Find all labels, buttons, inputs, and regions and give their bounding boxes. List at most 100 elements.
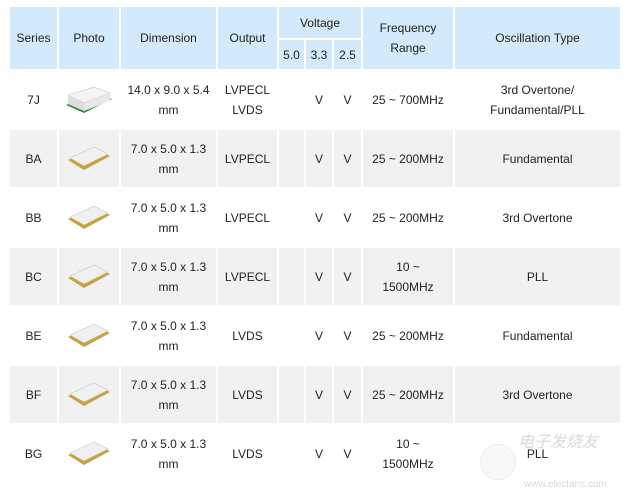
cell-frequency: 25 ~ 200MHz	[363, 189, 453, 246]
cell-series: BA	[10, 130, 57, 187]
cell-oscillation-line2: Fundamental/PLL	[490, 102, 585, 117]
cell-oscillation-line1: PLL	[526, 446, 549, 461]
cell-output-line1: LVPECL	[224, 82, 271, 97]
cell-dimension-line2: mm	[158, 338, 179, 353]
cell-oscillation: 3rd Overtone	[455, 189, 620, 246]
header-photo: Photo	[59, 7, 119, 69]
cell-v33: V	[314, 328, 323, 343]
cell-photo	[59, 366, 119, 423]
cell-v25: V	[334, 130, 361, 187]
cell-dimension-line2: mm	[158, 161, 179, 176]
cell-frequency-line2: 1500MHz	[382, 456, 434, 471]
cell-frequency-line1: 25 ~ 200MHz	[372, 328, 444, 343]
cell-dimension: 7.0 x 5.0 x 1.3 mm	[121, 130, 216, 187]
oscillator-chip-image	[64, 86, 114, 113]
oscillator-chip-image	[64, 264, 114, 288]
header-output: Output	[218, 7, 277, 69]
cell-output-line1: LVDS	[232, 446, 263, 461]
cell-frequency-line1: 25 ~ 200MHz	[372, 151, 444, 166]
header-dimension: Dimension	[121, 7, 216, 69]
cell-dimension-line2: mm	[158, 102, 179, 117]
cell-v33: V	[314, 210, 323, 225]
cell-series: BE	[25, 328, 42, 343]
header-frequency-l2: Range	[390, 41, 426, 55]
cell-v50	[279, 189, 304, 246]
header-frequency: Frequency Range	[363, 7, 453, 69]
cell-oscillation-line1: PLL	[526, 269, 549, 284]
cell-v33: V	[314, 92, 323, 107]
header-series: Series	[10, 7, 57, 69]
cell-photo	[59, 189, 119, 246]
cell-output: LVDS	[218, 425, 277, 482]
cell-frequency-line1: 25 ~ 200MHz	[372, 387, 444, 402]
cell-oscillation-line1: Fundamental	[502, 151, 573, 166]
header-oscillation: Oscillation Type	[455, 7, 620, 69]
cell-oscillation: PLL	[455, 248, 620, 305]
cell-oscillation-line1: Fundamental	[502, 328, 573, 343]
cell-dimension-line1: 7.0 x 5.0 x 1.3	[130, 377, 207, 392]
cell-output: LVPECL LVDS	[218, 71, 277, 128]
table-row: 7J 14.0 x 9.0 x 5.4 mm LVPECL LVDS V V 25 ~…	[10, 71, 620, 128]
cell-oscillation-line1: 3rd Overtone	[502, 387, 573, 402]
cell-photo	[59, 248, 119, 305]
cell-oscillation: 3rd Overtone/Fundamental/PLL	[455, 71, 620, 128]
cell-dimension-line1: 7.0 x 5.0 x 1.3	[130, 200, 207, 215]
cell-oscillation-line1: 3rd Overtone/	[500, 82, 575, 97]
cell-photo	[59, 425, 119, 482]
cell-v50	[279, 425, 304, 482]
cell-v50	[279, 248, 304, 305]
cell-output: LVPECL	[218, 248, 277, 305]
cell-output: LVPECL	[218, 189, 277, 246]
cell-output-line1: LVPECL	[224, 269, 271, 284]
cell-dimension-line1: 7.0 x 5.0 x 1.3	[130, 318, 207, 333]
cell-v50	[279, 366, 304, 423]
cell-v50	[279, 307, 304, 364]
cell-v50	[279, 130, 304, 187]
cell-frequency-line1: 25 ~ 200MHz	[372, 210, 444, 225]
cell-dimension: 7.0 x 5.0 x 1.3 mm	[121, 307, 216, 364]
table-row: BA 7.0 x 5.0 x 1.3 mm LVPECL V V 25 ~ 200M…	[10, 130, 620, 187]
header-frequency-l1: Frequency	[379, 21, 437, 35]
table-row: BB 7.0 x 5.0 x 1.3 mm LVPECL V V 25 ~ 200M…	[10, 189, 620, 246]
cell-v33: V	[314, 446, 323, 461]
cell-frequency: 25 ~ 200MHz	[363, 130, 453, 187]
cell-v50	[279, 71, 304, 128]
cell-photo	[59, 130, 119, 187]
cell-output-line1: LVDS	[232, 387, 263, 402]
table-row: BC 7.0 x 5.0 x 1.3 mm LVPECL V V 10 ~ 1500M…	[10, 248, 620, 305]
cell-series: BC	[10, 248, 57, 305]
cell-v33: V	[306, 366, 332, 423]
cell-oscillation: Fundamental	[455, 130, 620, 187]
cell-dimension-line2: mm	[158, 397, 179, 412]
cell-output: LVDS	[218, 307, 277, 364]
cell-output-line2: LVDS	[232, 102, 263, 117]
cell-output: LVPECL	[218, 130, 277, 187]
cell-v25: V	[343, 446, 352, 461]
cell-dimension-line2: mm	[158, 456, 179, 471]
cell-photo	[59, 307, 119, 364]
cell-frequency: 25 ~ 700MHz	[363, 71, 453, 128]
cell-series: BB	[25, 210, 42, 225]
cell-frequency-line1: 25 ~ 700MHz	[372, 92, 444, 107]
oscillator-chip-image	[64, 441, 114, 465]
cell-output-line1: LVPECL	[224, 151, 271, 166]
cell-frequency: 25 ~ 200MHz	[363, 366, 453, 423]
cell-output-line1: LVPECL	[224, 210, 271, 225]
oscillator-chip-image	[64, 382, 114, 406]
oscillator-spec-table: Series Photo Dimension Output Voltage Fr…	[8, 5, 622, 484]
cell-oscillation-line1: 3rd Overtone	[502, 210, 573, 225]
cell-v25: V	[334, 248, 361, 305]
cell-v25: V	[343, 328, 352, 343]
cell-frequency-line2: 1500MHz	[382, 279, 434, 294]
cell-oscillation: PLL	[455, 425, 620, 482]
cell-v33: V	[306, 248, 332, 305]
cell-output-line1: LVDS	[232, 328, 263, 343]
cell-oscillation: 3rd Overtone	[455, 366, 620, 423]
oscillator-chip-image	[64, 146, 114, 170]
cell-dimension-line2: mm	[158, 220, 179, 235]
cell-dimension: 7.0 x 5.0 x 1.3 mm	[121, 425, 216, 482]
cell-dimension: 7.0 x 5.0 x 1.3 mm	[121, 248, 216, 305]
cell-v25: V	[334, 366, 361, 423]
cell-dimension: 14.0 x 9.0 x 5.4 mm	[121, 71, 216, 128]
cell-series: BG	[24, 446, 43, 461]
